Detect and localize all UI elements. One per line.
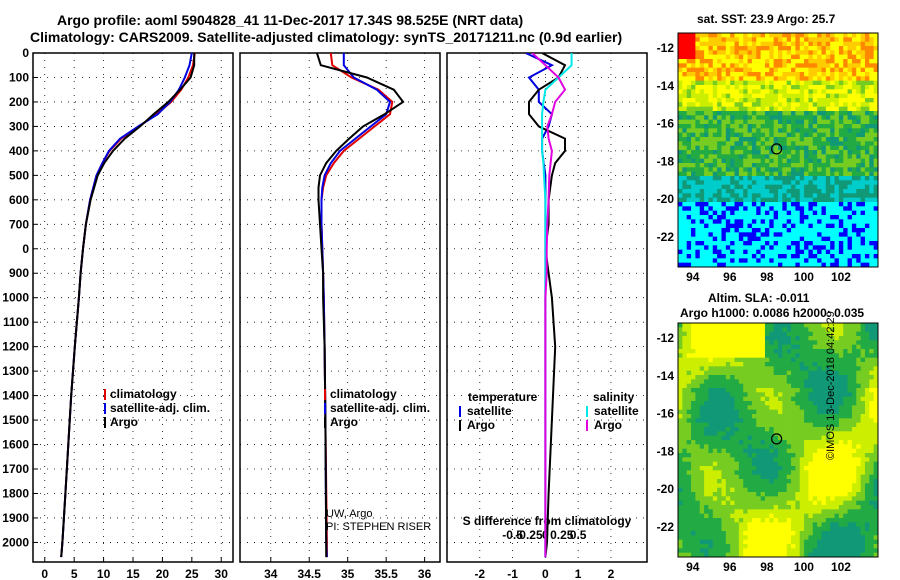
legend-heading-temperature: temperature [468,390,538,404]
sst-map-title: sat. SST: 23.9 Argo: 25.7 [697,12,836,26]
title-line-1: Argo profile: aoml 5904828_41 11-Dec-201… [57,12,524,28]
legend-heading-salinity: salinity [593,390,635,404]
legend-label: Argo [594,418,622,432]
map-x-tick-label: 100 [794,560,814,574]
map-x-tick-label: 98 [760,560,774,574]
s-tick-label: 0.25 [550,528,574,542]
map-y-tick-label: -12 [657,41,675,55]
map-y-tick-label: -16 [657,407,675,421]
legend-label: satellite [594,404,639,418]
series-line-argo [60,53,196,558]
map-x-tick-label: 94 [686,560,700,574]
y-tick-label: 1100 [3,315,29,329]
imos-stamp: ©IMOS 13-Dec-2018 04:42:29 [825,311,837,460]
y-tick-label: 1600 [2,438,29,452]
y-tick-label: 2000 [2,535,29,549]
y-tick-label: 1800 [2,486,29,500]
y-tick-label: 1900 [2,511,29,525]
sla-title-line-1: Altim. SLA: -0.011 [708,291,810,305]
map-x-tick-label: 100 [794,270,814,284]
y-tick-label: 1700 [2,462,29,476]
argo-position-marker [771,143,783,155]
legend-label: Argo [467,418,495,432]
y-tick-label: 600 [9,193,29,207]
y-tick-label: 1200 [2,340,29,354]
pi-annotation: UW, Argo [326,508,372,520]
y-tick-label: 1000 [2,291,29,305]
x-tick-label: -1 [507,567,518,580]
legend-label: satellite-adj. clim. [110,401,210,415]
x-tick-label: 34 [264,567,278,580]
x-tick-label: 0 [542,567,549,580]
x-tick-label: 25 [185,567,199,580]
legend-label: satellite-adj. clim. [330,401,430,415]
map-x-tick-label: 102 [831,560,851,574]
y-tick-label: 700 [9,217,29,231]
x-tick-label: 15 [126,567,140,580]
map-y-tick-label: -12 [657,331,675,345]
x-tick-label: 34.5 [298,567,322,580]
map-x-tick-label: 96 [723,560,737,574]
x-tick-label: 1 [575,567,582,580]
map-y-tick-label: -20 [657,482,675,496]
legend-label: Argo [110,415,138,429]
map-x-tick-label: 102 [831,270,851,284]
series-line-salinity-argo [531,53,567,558]
y-tick-label: 0 [22,46,29,60]
y-tick-label: 1500 [2,413,29,427]
x-tick-label: 2 [608,567,615,580]
s-tick-label: -0.5 [502,528,523,542]
x-tick-label: 0 [41,567,48,580]
sla-map [678,323,879,558]
panel-frame-2 [239,52,441,563]
pi-annotation: PI: STEPHEN RISER [326,521,431,533]
map-y-tick-label: -18 [657,154,675,168]
legend-label: climatology [110,387,177,401]
y-tick-label: 500 [9,168,29,182]
s-tick-label: -0.25 [515,528,543,542]
x-tick-label: -2 [474,567,485,580]
map-y-tick-label: -22 [657,520,675,534]
x-tick-label: 35.5 [374,567,398,580]
x-tick-label: 5 [71,567,78,580]
map-x-tick-label: 98 [760,270,774,284]
x-tick-label: 10 [97,567,111,580]
map-y-tick-label: -14 [657,369,675,383]
s-tick-label: 0.5 [570,528,587,542]
map-x-tick-label: 96 [723,270,737,284]
series-line-temperature-argo [528,53,567,558]
map-x-tick-label: 94 [686,270,700,284]
y-tick-label: 1300 [2,364,29,378]
y-tick-label: 300 [9,119,29,133]
y-tick-label: 400 [9,144,29,158]
y-tick-label: 1400 [2,389,29,403]
map-y-tick-label: -18 [657,444,675,458]
legend-label: climatology [330,387,397,401]
legend-label: Argo [330,415,358,429]
legend-label: satellite [467,404,512,418]
map-y-tick-label: -22 [657,230,675,244]
sst-map-frame [677,32,879,268]
y-tick-label: 900 [9,266,29,280]
map-y-tick-label: -14 [657,79,675,93]
y-tick-label: 200 [9,95,29,109]
sla-map-frame [677,322,879,558]
map-y-tick-label: -20 [657,192,675,206]
argo-position-marker [771,433,783,445]
y-tick-label: 0 [22,242,29,256]
sla-title-line-2: Argo h1000: 0.0086 h2000: 0.035 [680,306,865,320]
x-tick-label: 35 [341,567,355,580]
x-tick-label: 20 [156,567,170,580]
series-line-argo [315,53,405,558]
sst-map [678,33,879,268]
y-tick-label: 100 [9,70,29,84]
map-y-tick-label: -16 [657,117,675,131]
x-tick-label: 30 [215,567,229,580]
panel-frame-3 [446,52,648,563]
x-tick-label: 36 [418,567,432,580]
title-line-2: Climatology: CARS2009. Satellite-adjuste… [30,29,623,45]
